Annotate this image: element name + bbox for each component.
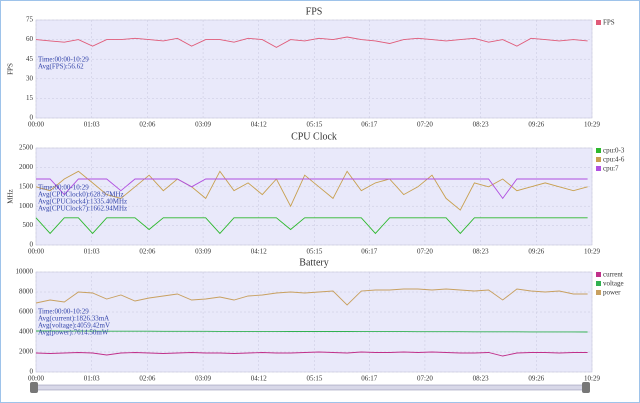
x-tick-label: 06:17 [361, 375, 377, 383]
time-slider[interactable] [30, 382, 590, 393]
series-line [35, 36, 588, 48]
x-tick-label: 01:03 [84, 375, 100, 383]
x-tick-label: 08:23 [473, 248, 489, 256]
annotation: Avg(voltage):4059.42mV [38, 322, 110, 330]
x-tick-label: 03:09 [195, 248, 211, 256]
series-line [35, 170, 588, 211]
y-tick-label: 60 [26, 35, 34, 43]
y-axis-label: MHz [7, 189, 15, 203]
chart-title: CPU Clock [291, 131, 337, 142]
legend-swatch [596, 157, 601, 162]
series-line [35, 217, 588, 235]
x-tick-label: 07:20 [417, 248, 433, 256]
y-tick-label: 6000 [19, 308, 34, 316]
x-tick-label: 00:00 [28, 121, 44, 129]
y-tick-label: 75 [26, 16, 34, 24]
x-tick-label: 08:23 [473, 375, 489, 383]
plot-background [35, 19, 593, 119]
legend-swatch [596, 281, 601, 286]
legend-swatch [596, 290, 601, 295]
y-tick-label: 2000 [19, 163, 34, 171]
legend-label: cpu:0-3 [603, 147, 625, 155]
y-tick-label: 0 [30, 114, 34, 122]
x-tick-label: 02:06 [139, 121, 155, 129]
x-tick-label: 01:03 [84, 248, 100, 256]
x-tick-label: 05:15 [306, 248, 322, 256]
annotation: Avg(CPUClock7):1662.94MHz [38, 205, 127, 213]
x-tick-label: 06:17 [361, 248, 377, 256]
series-line [35, 288, 588, 306]
annotation: Time:00:00-10:29 [38, 308, 89, 316]
x-tick-label: 04:12 [251, 121, 267, 129]
x-tick-label: 00:00 [28, 375, 44, 383]
x-tick-label: 10:29 [584, 375, 600, 383]
y-tick-label: 0 [30, 368, 34, 376]
slider-track[interactable] [33, 384, 587, 391]
annotation: Avg(power):7614.50mW [38, 329, 109, 337]
legend-label: voltage [603, 280, 624, 288]
x-tick-label: 09:26 [528, 121, 544, 129]
plot-background [35, 147, 593, 246]
y-tick-label: 30 [26, 74, 34, 82]
x-tick-label: 03:09 [195, 121, 211, 129]
x-tick-label: 02:06 [139, 375, 155, 383]
y-tick-label: 2000 [19, 348, 34, 356]
y-tick-label: 15 [26, 94, 34, 102]
series-line [36, 330, 588, 333]
annotation: Time:00:00-10:29 [38, 56, 89, 64]
x-tick-label: 06:17 [361, 121, 377, 129]
x-tick-label: 09:26 [528, 248, 544, 256]
legend-swatch [596, 148, 601, 153]
x-tick-label: 08:23 [473, 121, 489, 129]
x-tick-label: 05:15 [306, 121, 322, 129]
legend-swatch [596, 166, 601, 171]
series-line [36, 178, 588, 200]
legend-swatch [596, 272, 601, 277]
annotation: Avg(CPUClock0):628.97MHz [38, 191, 124, 199]
x-tick-label: 01:03 [84, 121, 100, 129]
slider-handle-end[interactable] [582, 382, 590, 393]
y-tick-label: 1000 [19, 202, 34, 210]
x-tick-label: 10:29 [584, 248, 600, 256]
series-line [35, 351, 588, 357]
plot-background [35, 271, 593, 373]
chart-title: Battery [299, 257, 328, 268]
annotation: Time:00:00-10:29 [38, 184, 89, 192]
legend-swatch [596, 20, 601, 25]
legend-label: cpu:7 [603, 165, 619, 173]
x-tick-label: 07:20 [417, 375, 433, 383]
annotation: Avg(CPUClock4):1335.40MHz [38, 198, 127, 206]
legend-label: power [603, 289, 621, 297]
annotation: Avg(FPS):56.62 [38, 63, 84, 71]
slider-handle-start[interactable] [30, 382, 38, 393]
x-tick-label: 03:09 [195, 375, 211, 383]
x-tick-label: 00:00 [28, 248, 44, 256]
x-tick-label: 10:29 [584, 121, 600, 129]
x-tick-label: 02:06 [139, 248, 155, 256]
legend-label: FPS [603, 19, 615, 27]
y-axis-label: FPS [7, 63, 15, 75]
y-tick-label: 10000 [16, 268, 34, 276]
x-tick-label: 04:12 [251, 375, 267, 383]
y-tick-label: 45 [26, 55, 34, 63]
y-tick-label: 1500 [19, 182, 34, 190]
annotation: Avg(current):1826.33mA [38, 315, 109, 323]
chart-title: FPS [306, 6, 323, 17]
legend-label: current [603, 271, 623, 279]
y-tick-label: 0 [30, 241, 34, 249]
y-tick-label: 8000 [19, 288, 34, 296]
y-tick-label: 2500 [19, 144, 34, 152]
y-tick-label: 4000 [19, 328, 34, 336]
x-tick-label: 04:12 [251, 248, 267, 256]
x-tick-label: 09:26 [528, 375, 544, 383]
legend-label: cpu:4-6 [603, 156, 625, 164]
x-tick-label: 07:20 [417, 121, 433, 129]
x-tick-label: 05:15 [306, 375, 322, 383]
y-tick-label: 500 [23, 221, 34, 229]
